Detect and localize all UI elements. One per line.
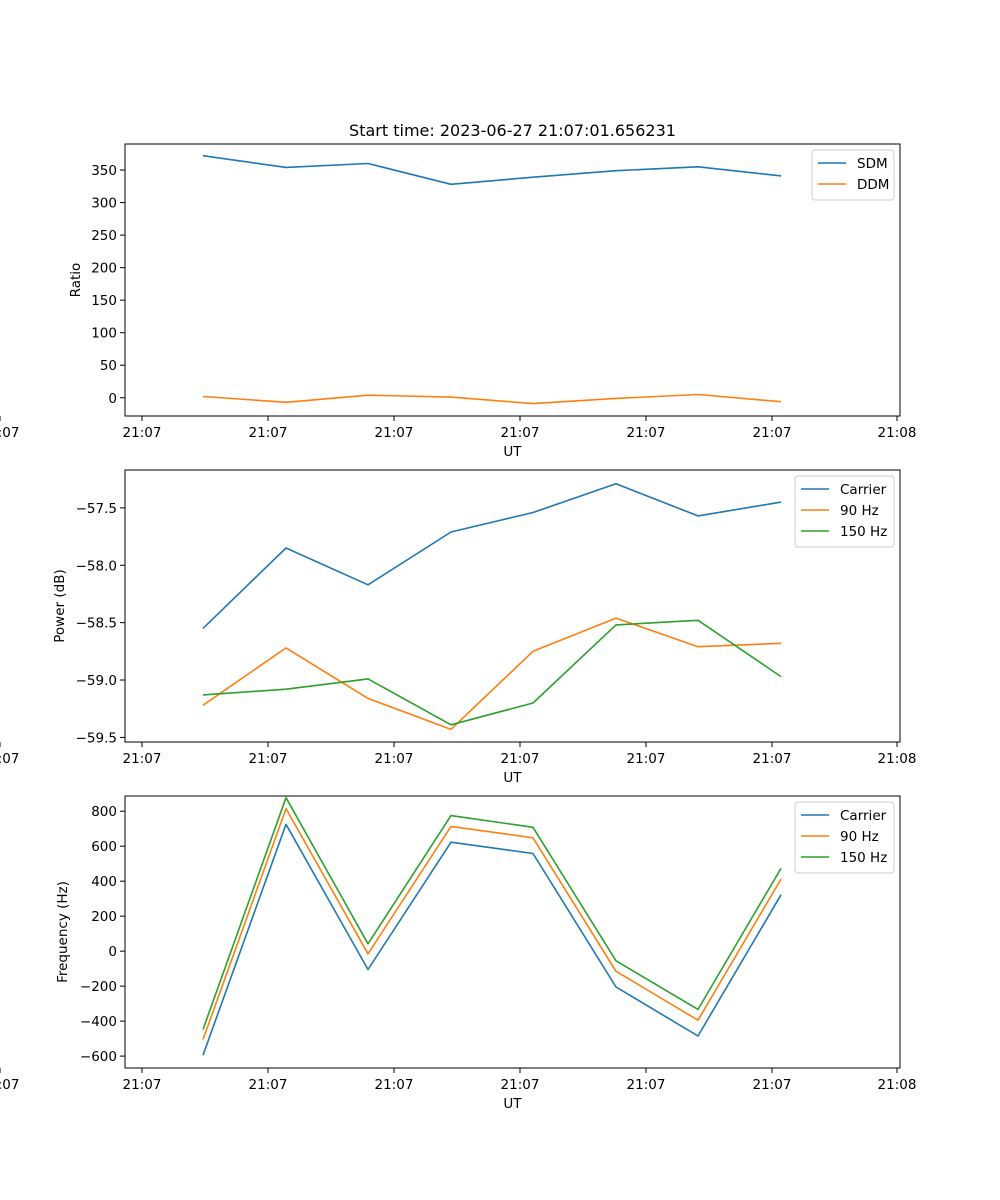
panel-0-y-tick-label: 150 <box>91 293 117 309</box>
panel-0-y-tick-label: 100 <box>91 326 117 342</box>
panel-1-x-axis-label: UT <box>503 770 522 786</box>
panel-1-series-line-2 <box>202 619 782 726</box>
panel-1-series-line-0 <box>202 482 782 629</box>
panel-0-legend-label: DDM <box>857 177 889 193</box>
panel-0-y-axis-label: Ratio <box>68 263 84 298</box>
panel-2-y-tick-label: 0 <box>108 944 117 960</box>
panel-2-x-tick-label: 21:07 <box>627 1077 666 1093</box>
panel-1-legend-label: 150 Hz <box>840 524 887 540</box>
panel-2-x-tick-label: 21:07 <box>501 1077 540 1093</box>
panel-0-y-tick-label: 250 <box>91 228 117 244</box>
panel-1-y-tick-label: −58.0 <box>76 558 117 574</box>
panel-2-legend-label: Carrier <box>840 808 887 824</box>
panel-2-y-tick-label: −600 <box>80 1049 117 1065</box>
panel-2-legend-label: 90 Hz <box>840 829 879 845</box>
panel-1-x-tick-label: 21:07 <box>123 751 162 767</box>
panel-1-y-axis-label: Power (dB) <box>52 569 68 642</box>
panel-0-y-tick-label: 200 <box>91 261 117 277</box>
panel-1-x-tick-label: 21:07 <box>627 751 666 767</box>
panel-1-y-tick-label: −59.0 <box>76 673 117 689</box>
panel-0-legend-label: SDM <box>857 156 888 172</box>
panel-0-x-tick-label: 21:07 <box>753 425 792 441</box>
ratio-panel: 0 50 100 150 200 250 300 350 21:07 21:07 21:07 21:0… <box>0 143 917 460</box>
panel-2-series-line-0 <box>202 823 782 1056</box>
panel-2-y-tick-label: 400 <box>91 874 117 890</box>
panel-2-x-tick-label: 21:07 <box>123 1077 162 1093</box>
frequency-panel: −600 −400 −200 0 200 400 600 800 21:07 21:07 21:07… <box>0 795 917 1112</box>
panel-0-x-axis-label: UT <box>503 444 522 460</box>
panel-2-axes-frame <box>124 795 901 1069</box>
panel-1-legend-box <box>794 475 895 548</box>
panel-1-x-tick-label: 21:07 <box>501 751 540 767</box>
panel-1-legend-label: Carrier <box>840 482 887 498</box>
panel-0-series-line-1 <box>202 393 782 405</box>
panel-2-x-tick-label: 21:07 <box>249 1077 288 1093</box>
panel-0-x-tick-label: 21:07 <box>0 425 19 441</box>
panel-2-y-tick-label: −200 <box>80 979 117 995</box>
panel-1-x-tick-label: 21:07 <box>753 751 792 767</box>
panel-0-x-tick-label: 21:08 <box>878 425 917 441</box>
panel-2-legend-box <box>794 801 895 874</box>
panel-0-x-tick-label: 21:07 <box>123 425 162 441</box>
panel-2-series-line-2 <box>202 796 782 1030</box>
panel-2-x-axis-label: UT <box>503 1096 522 1112</box>
panel-1-legend-label: 90 Hz <box>840 503 879 519</box>
power-panel: −59.5 −59.0 −58.5 −58.0 −57.5 21:07 21:07 21:07… <box>0 469 917 786</box>
panel-0-legend: SDM DDM <box>811 149 895 201</box>
panel-2-legend-label: 150 Hz <box>840 850 887 866</box>
panel-0-x-tick-label: 21:07 <box>249 425 288 441</box>
panel-2-y-tick-label: 200 <box>91 909 117 925</box>
panel-0-axes-frame <box>124 143 901 417</box>
panel-2-x-tick-label: 21:07 <box>0 1077 19 1093</box>
panel-1-axes-frame <box>124 469 901 743</box>
panel-2-y-tick-label: −400 <box>80 1014 117 1030</box>
panel-2-legend: Carrier 90 Hz 150 Hz <box>794 801 895 874</box>
panel-1-y-tick-label: −59.5 <box>76 730 117 746</box>
panel-2-y-tick-label: 800 <box>91 804 117 820</box>
panel-1-x-tick-label: 21:07 <box>0 751 19 767</box>
panel-1-x-tick-label: 21:07 <box>249 751 288 767</box>
panel-2-x-tick-label: 21:07 <box>375 1077 414 1093</box>
panel-1-y-tick-label: −58.5 <box>76 616 117 632</box>
panel-1-legend: Carrier 90 Hz 150 Hz <box>794 475 895 548</box>
panel-1-x-tick-label: 21:07 <box>375 751 414 767</box>
panel-2-y-tick-label: 600 <box>91 839 117 855</box>
panel-0-y-tick-label: 50 <box>100 358 117 374</box>
panel-0-x-tick-label: 21:07 <box>627 425 666 441</box>
figure-title: Start time: 2023-06-27 21:07:01.656231 <box>349 121 676 140</box>
panel-0-x-tick-label: 21:07 <box>375 425 414 441</box>
panel-2-series-line-1 <box>202 807 782 1040</box>
panel-2-x-tick-label: 21:07 <box>753 1077 792 1093</box>
panel-0-y-tick-label: 300 <box>91 196 117 212</box>
panel-0-y-tick-label: 0 <box>108 391 117 407</box>
panel-0-y-tick-label: 350 <box>91 163 117 179</box>
panel-1-x-tick-label: 21:08 <box>878 751 917 767</box>
panel-0-x-tick-label: 21:07 <box>501 425 540 441</box>
panel-1-series-line-1 <box>202 617 782 731</box>
panel-0-series-line-0 <box>202 154 782 186</box>
panel-2-y-axis-label: Frequency (Hz) <box>55 881 71 983</box>
panel-1-y-tick-label: −57.5 <box>76 501 117 517</box>
panel-2-x-tick-label: 21:08 <box>878 1077 917 1093</box>
